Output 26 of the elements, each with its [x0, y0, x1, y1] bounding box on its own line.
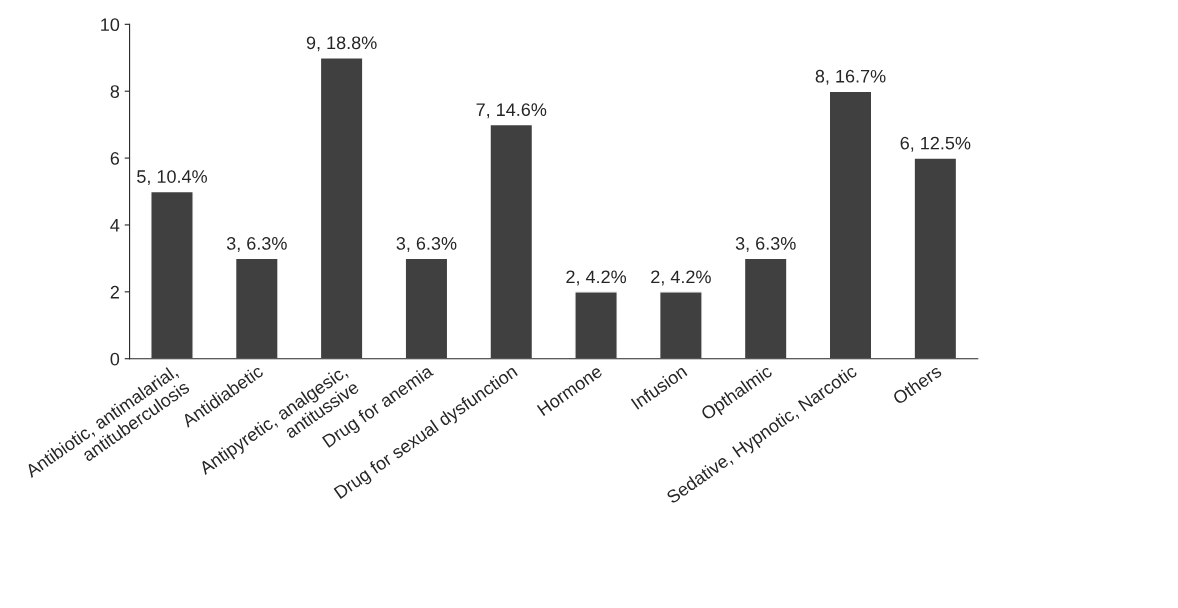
- bar: [574, 291, 618, 359]
- y-tick-label: 2: [110, 285, 119, 299]
- data-label: 3, 6.3%: [226, 237, 287, 252]
- bar: [913, 157, 958, 359]
- bar: [150, 190, 194, 359]
- y-tick-label: 10: [101, 18, 120, 32]
- y-tick-label: 4: [110, 219, 120, 232]
- bar: [404, 257, 449, 359]
- y-tick-label: 8: [110, 85, 120, 98]
- data-label: 6, 12.5%: [900, 136, 971, 152]
- y-tick-label: 0: [110, 352, 120, 366]
- data-label: 2, 4.2%: [651, 270, 711, 286]
- data-label: 7, 14.6%: [476, 103, 547, 119]
- bar: [234, 257, 279, 359]
- data-label: 5, 10.4%: [137, 170, 207, 186]
- bar: [828, 90, 873, 359]
- bar: [319, 57, 364, 359]
- data-label: 8, 16.7%: [815, 69, 886, 85]
- data-label: 3, 6.3%: [396, 237, 457, 252]
- y-tick-label: 6: [110, 152, 120, 165]
- data-label: 3, 6.3%: [735, 237, 796, 252]
- bar: [743, 257, 788, 359]
- bar: [658, 291, 703, 359]
- data-label: 9, 18.8%: [306, 36, 377, 52]
- data-label: 2, 4.2%: [566, 270, 627, 286]
- bar: [489, 123, 534, 359]
